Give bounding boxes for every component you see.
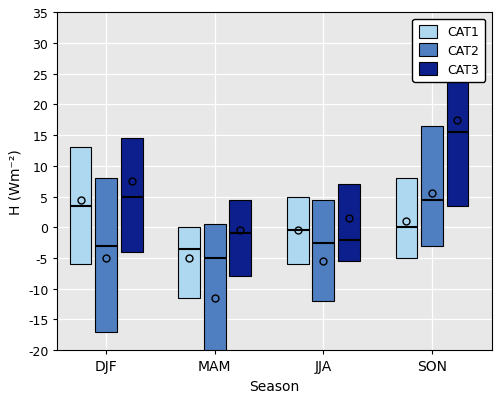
- Bar: [421, 127, 443, 246]
- Bar: [446, 32, 468, 206]
- Bar: [204, 225, 226, 350]
- Bar: [287, 197, 308, 264]
- Bar: [121, 139, 142, 252]
- Bar: [96, 179, 117, 332]
- Bar: [230, 200, 251, 277]
- Legend: CAT1, CAT2, CAT3: CAT1, CAT2, CAT3: [412, 20, 486, 83]
- Bar: [178, 228, 200, 298]
- X-axis label: Season: Season: [250, 379, 300, 393]
- Bar: [396, 179, 417, 258]
- Y-axis label: H (Wm⁻²): H (Wm⁻²): [8, 149, 22, 215]
- Bar: [338, 185, 359, 261]
- Bar: [312, 200, 334, 301]
- Bar: [70, 148, 92, 264]
